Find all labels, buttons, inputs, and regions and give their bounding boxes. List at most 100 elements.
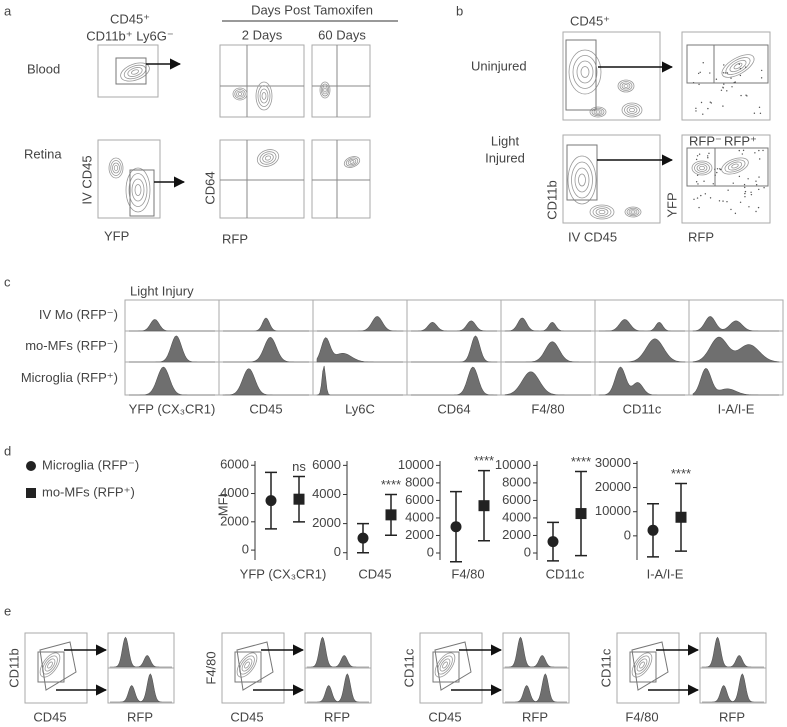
legend-label: Microglia (RFP⁻) [42, 457, 139, 472]
histogram [505, 341, 591, 363]
legend-marker [26, 461, 36, 471]
event [696, 197, 699, 199]
event [740, 94, 742, 97]
histogram [702, 673, 764, 703]
significance: **** [571, 454, 591, 469]
plot-frame [699, 632, 767, 669]
histogram [411, 335, 497, 363]
label: IV CD45 [568, 229, 617, 244]
event [738, 175, 741, 178]
contour [626, 207, 640, 217]
y-tick-label: 4000 [405, 509, 434, 524]
contour [347, 158, 357, 166]
event [739, 74, 742, 77]
plot-frame [107, 632, 175, 669]
contour [237, 92, 243, 96]
contour [617, 79, 635, 93]
contour [110, 160, 122, 176]
event [702, 113, 704, 115]
plot-frame [562, 134, 661, 224]
event [722, 200, 724, 202]
plot-frame [562, 31, 661, 121]
significance: **** [474, 453, 494, 468]
significance: **** [671, 466, 691, 481]
event [758, 188, 760, 191]
contour [699, 165, 705, 171]
x-axis-label: YFP (CX₃CR1) [240, 566, 327, 581]
label: Blood [27, 61, 60, 76]
y-tick-label: 6000 [405, 492, 434, 507]
event [758, 149, 760, 152]
event [707, 107, 709, 110]
contour [236, 90, 244, 98]
histogram [505, 673, 567, 703]
gate [39, 641, 77, 691]
event [759, 112, 762, 115]
y-tick-label: 4000 [502, 509, 531, 524]
gate [434, 641, 472, 691]
event [739, 201, 742, 203]
event [758, 176, 760, 178]
significance: **** [381, 477, 401, 492]
contour [323, 87, 327, 93]
contour [262, 153, 274, 163]
contour [580, 66, 590, 78]
histogram [129, 319, 215, 332]
histogram [701, 636, 764, 668]
y-tick-label: 0 [624, 527, 631, 542]
plot-frame [107, 667, 175, 704]
event [726, 201, 728, 203]
label: RFP⁻ [689, 133, 722, 148]
label: RFP [688, 229, 714, 244]
contour [39, 652, 61, 678]
plot-frame [311, 139, 371, 219]
point [450, 521, 462, 533]
event [698, 83, 700, 86]
contour [47, 661, 53, 669]
label: CD11c [401, 648, 416, 687]
label: YFP [664, 192, 679, 217]
contour [264, 155, 272, 161]
contour [112, 162, 120, 174]
histogram [129, 335, 215, 363]
label: RFP [324, 709, 350, 724]
point [357, 532, 369, 544]
histogram [109, 636, 172, 668]
event [707, 157, 709, 159]
contour [634, 655, 650, 675]
contour [113, 165, 119, 171]
label: RFP⁺ [724, 133, 757, 148]
histogram [599, 338, 686, 363]
contour [696, 164, 708, 172]
label: mo-MFs (RFP⁻) [25, 338, 118, 353]
contour [259, 88, 269, 104]
y-tick-label: 4000 [312, 486, 341, 501]
event [697, 183, 699, 185]
contour [568, 49, 602, 95]
contour [727, 161, 743, 171]
contour [131, 69, 139, 75]
gate [714, 147, 769, 187]
event [695, 158, 698, 161]
event [722, 86, 724, 88]
panel-letter: b [456, 3, 463, 18]
contour [434, 652, 456, 678]
histogram [598, 366, 685, 396]
contour [345, 157, 359, 167]
event [759, 158, 761, 160]
event [708, 152, 710, 155]
gate [432, 651, 460, 683]
y-tick-label: 30000 [595, 455, 631, 470]
plot-frame [616, 632, 680, 704]
label: RFP [222, 231, 248, 246]
label: 2 Days [242, 27, 283, 42]
plot-frame [502, 632, 570, 669]
legend-label: mo-MFs (RFP⁺) [42, 484, 135, 499]
label: CD45 [230, 709, 263, 724]
contour [694, 162, 710, 174]
event [697, 72, 700, 75]
contour [234, 89, 246, 99]
x-axis-label: CD45 [358, 566, 391, 581]
histogram [692, 368, 779, 396]
contour [232, 87, 248, 101]
